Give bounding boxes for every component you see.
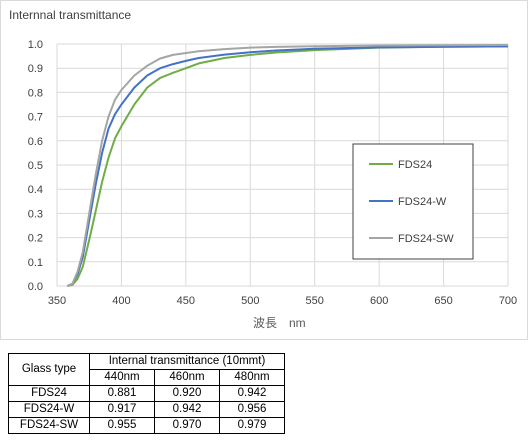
x-axis-label: 波長 nm — [253, 316, 306, 330]
series-line-fds24 — [67, 45, 509, 287]
cell-glass: FDS24 — [8, 385, 90, 402]
x-tick-label: 700 — [499, 295, 517, 307]
cell-value: 0.917 — [89, 401, 155, 418]
header-480nm: 480nm — [219, 369, 285, 386]
x-tick-label: 550 — [306, 295, 324, 307]
legend-label-fds24-w: FDS24-W — [398, 196, 447, 208]
y-tick-label: 0.1 — [28, 257, 43, 269]
header-glass-type: Glass type — [8, 353, 90, 386]
y-tick-label: 0.4 — [28, 184, 43, 196]
x-tick-label: 650 — [434, 295, 452, 307]
cell-value: 0.956 — [219, 401, 285, 418]
y-tick-label: 0.2 — [28, 233, 43, 245]
table-header-row: Glass type Internal transmittance (10mmt… — [8, 353, 285, 386]
chart-plot: 0.0 0.1 0.2 0.3 0.4 0.5 0.6 0.7 0.8 0.9 1.0 350 400 4… — [28, 39, 517, 307]
header-internal-transmittance: Internal transmittance (10mmt) — [89, 353, 285, 370]
y-tick-label: 1.0 — [28, 39, 43, 51]
x-tick-label: 500 — [241, 295, 259, 307]
series-line-fds24-sw — [66, 44, 509, 287]
cell-value: 0.970 — [154, 417, 220, 434]
header-460nm: 460nm — [154, 369, 220, 386]
legend-label-fds24-sw: FDS24-SW — [398, 233, 454, 245]
table-subheader-row: 440nm 460nm 480nm — [9, 369, 285, 386]
y-tick-label: 0.9 — [28, 63, 43, 75]
table-row: FDS24 0.881 0.920 0.942 — [8, 385, 285, 402]
y-tick-label: 0.0 — [28, 281, 43, 293]
y-tick-label: 0.3 — [28, 208, 43, 220]
series-line-fds24-w — [66, 45, 509, 287]
y-tick-label: 0.7 — [28, 112, 43, 124]
x-tick-label: 450 — [177, 295, 195, 307]
chart-title: Internnal transmittance — [9, 8, 132, 22]
chart-area: Internnal transmittance 0.0 0.1 0.2 0.3 0.4 0… — [0, 0, 528, 340]
header-440nm: 440nm — [89, 369, 155, 386]
cell-value: 0.979 — [219, 417, 285, 434]
cell-value: 0.881 — [89, 385, 155, 402]
x-tick-label: 350 — [48, 295, 66, 307]
legend-label-fds24: FDS24 — [398, 159, 432, 171]
x-tick-label: 600 — [370, 295, 388, 307]
y-tick-label: 0.6 — [28, 136, 43, 148]
table-row: FDS24-SW 0.955 0.970 0.979 — [8, 417, 285, 434]
cell-glass: FDS24-SW — [8, 417, 90, 434]
cell-glass: FDS24-W — [8, 401, 90, 418]
y-tick-label: 0.8 — [28, 87, 43, 99]
cell-value: 0.942 — [219, 385, 285, 402]
transmittance-table: Glass type Internal transmittance (10mmt… — [8, 353, 285, 434]
y-tick-label: 0.5 — [28, 160, 43, 172]
table-row: FDS24-W 0.917 0.942 0.956 — [8, 401, 285, 418]
cell-value: 0.955 — [89, 417, 155, 434]
cell-value: 0.920 — [154, 385, 220, 402]
cell-value: 0.942 — [154, 401, 220, 418]
x-tick-label: 400 — [112, 295, 130, 307]
